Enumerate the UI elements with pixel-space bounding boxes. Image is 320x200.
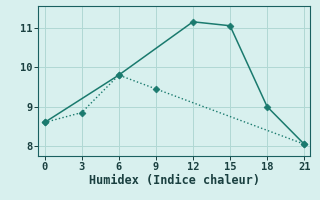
- X-axis label: Humidex (Indice chaleur): Humidex (Indice chaleur): [89, 174, 260, 187]
